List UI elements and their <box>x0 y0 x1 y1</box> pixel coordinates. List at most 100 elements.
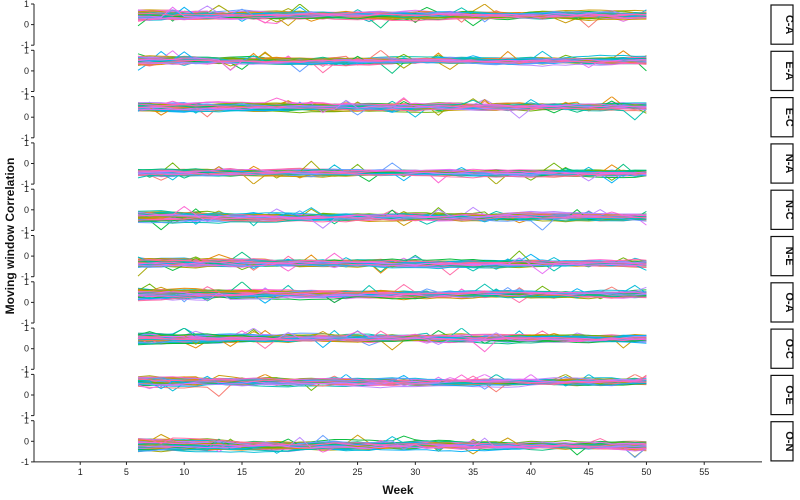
series-lines <box>137 281 647 304</box>
x-tick-label: 10 <box>179 467 189 477</box>
series-line <box>137 437 647 447</box>
x-tick-label: 40 <box>526 467 536 477</box>
y-tick-label: 1 <box>24 138 29 148</box>
series-lines <box>137 4 647 29</box>
y-tick-label: 0 <box>24 251 29 261</box>
series-line <box>137 291 647 302</box>
panel-o-e: -1 0 1 O-E <box>21 369 795 420</box>
panel-n-a: -1 0 1 N-A <box>21 138 795 189</box>
series-lines <box>137 433 647 459</box>
x-tick-label: 50 <box>641 467 651 477</box>
strip-label-box <box>770 328 794 369</box>
series-line <box>137 11 647 18</box>
x-tick-label: 25 <box>353 467 363 477</box>
panel-n-c: -1 0 1 N-C <box>21 184 795 235</box>
x-tick-label: 35 <box>468 467 478 477</box>
y-tick-label: 1 <box>24 277 29 287</box>
panel-n-e: -1 0 1 N-E <box>21 231 795 282</box>
series-line <box>137 103 647 111</box>
series-line <box>137 330 647 342</box>
y-tick-label: -1 <box>21 272 29 282</box>
y-tick-label: -1 <box>21 87 29 97</box>
strip-label-box <box>770 235 794 277</box>
y-tick-label: 1 <box>24 416 29 426</box>
y-tick-label: 0 <box>24 344 29 354</box>
series-line <box>137 441 647 450</box>
y-tick-label: 1 <box>24 92 29 102</box>
series-lines <box>137 205 647 231</box>
series-lines <box>137 96 647 121</box>
y-tick-label: 0 <box>24 159 29 169</box>
x-tick-label: 45 <box>584 467 594 477</box>
panel-c-a: -1 0 1 C-A <box>21 0 795 50</box>
y-tick-label: -1 <box>21 364 29 374</box>
y-tick-label: -1 <box>21 457 29 467</box>
series-line <box>137 263 647 271</box>
series-line <box>137 374 647 390</box>
x-tick-label: 5 <box>124 467 129 477</box>
y-tick-label: 1 <box>24 369 29 379</box>
strip-label-box <box>770 4 794 45</box>
strip-label-box <box>770 50 794 92</box>
x-tick-label: 30 <box>410 467 420 477</box>
y-tick-label: 0 <box>24 390 29 400</box>
series-line <box>137 97 647 109</box>
series-line <box>137 170 647 176</box>
series-line <box>137 13 647 21</box>
x-tick-label: 1 <box>78 467 83 477</box>
series-lines <box>137 160 647 185</box>
x-tick-label: 15 <box>237 467 247 477</box>
series-line <box>137 205 647 219</box>
y-tick-label: 1 <box>24 323 29 333</box>
strip-label-box <box>770 143 794 184</box>
y-tick-label: -1 <box>21 133 29 143</box>
y-tick-label: 0 <box>24 436 29 446</box>
strip-label: N-A <box>783 154 795 174</box>
series-line <box>137 258 647 264</box>
series-line <box>137 378 647 386</box>
x-tick-label: 20 <box>295 467 305 477</box>
series-line <box>137 216 647 222</box>
series-line <box>137 57 647 71</box>
series-lines <box>137 250 647 277</box>
y-axis-title: Moving window Correlation <box>3 158 17 315</box>
strip-label-box <box>770 282 794 323</box>
strip-label: O-N <box>783 431 795 451</box>
panel-o-a: -1 0 1 O-A <box>21 277 795 328</box>
x-axis: 1 5 10 15 20 25 30 35 40 45 50 55 <box>34 461 762 477</box>
series-line <box>137 10 647 20</box>
panels-layer: -1 0 1 C-A -1 0 1 E-A -1 0 1 E-C -1 0 1 N-A -1 0 1 N-C -1 0 1 N… <box>21 0 795 467</box>
y-tick-label: 0 <box>24 297 29 307</box>
strip-label-box <box>770 189 794 230</box>
y-tick-label: 0 <box>24 205 29 215</box>
strip-label: E-A <box>783 61 795 80</box>
series-line <box>137 58 647 65</box>
strip-label: O-C <box>783 339 795 359</box>
y-tick-label: -1 <box>21 411 29 421</box>
panel-o-c: -1 0 1 O-C <box>21 323 795 374</box>
x-tick-label: 55 <box>699 467 709 477</box>
series-line <box>137 260 647 275</box>
strip-label-box <box>770 374 794 416</box>
y-tick-label: -1 <box>21 179 29 189</box>
series-lines <box>137 50 647 75</box>
y-tick-label: 1 <box>24 231 29 241</box>
strip-label: O-E <box>783 385 795 405</box>
series-line <box>137 261 647 268</box>
strip-label: O-A <box>783 292 795 312</box>
y-tick-label: 0 <box>24 20 29 30</box>
series-line <box>137 377 647 387</box>
panel-o-n: -1 0 1 O-N <box>21 416 795 467</box>
y-tick-label: -1 <box>21 318 29 328</box>
series-line <box>137 167 647 176</box>
strip-label: E-C <box>783 108 795 127</box>
y-tick-label: 1 <box>24 45 29 55</box>
strip-label: N-C <box>783 200 795 220</box>
y-tick-label: -1 <box>21 40 29 50</box>
series-line <box>137 336 647 342</box>
series-line <box>138 169 647 179</box>
strip-label-box <box>770 96 794 138</box>
strip-label: C-A <box>783 15 795 35</box>
y-tick-label: 1 <box>24 0 29 9</box>
